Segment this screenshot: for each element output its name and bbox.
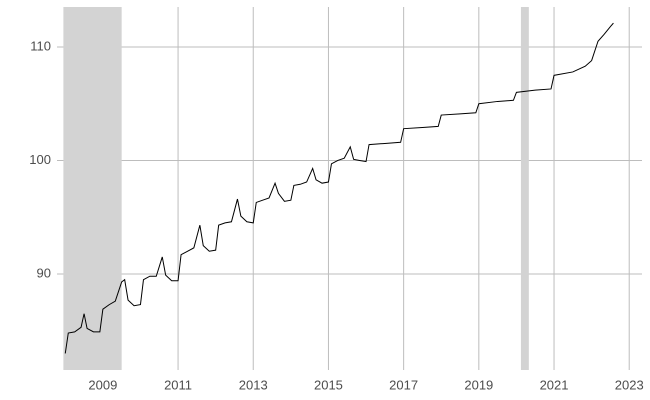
x-tick-label: 2017 [389, 377, 418, 392]
x-tick-label: 2009 [88, 377, 117, 392]
y-tick-label: 110 [30, 38, 51, 53]
x-tick-label: 2019 [464, 377, 493, 392]
shaded-region [63, 7, 122, 370]
x-tick-label: 2011 [164, 377, 192, 392]
x-tick-label: 2015 [314, 377, 343, 392]
line [64, 22, 614, 354]
x-tick-label: 2013 [239, 377, 268, 392]
y-tick-label: 100 [29, 152, 51, 167]
shaded-region [520, 7, 529, 370]
y-tick-label: 90 [37, 265, 51, 280]
x-tick-label: 2021 [540, 377, 569, 392]
x-tick-label: 2023 [615, 377, 644, 392]
